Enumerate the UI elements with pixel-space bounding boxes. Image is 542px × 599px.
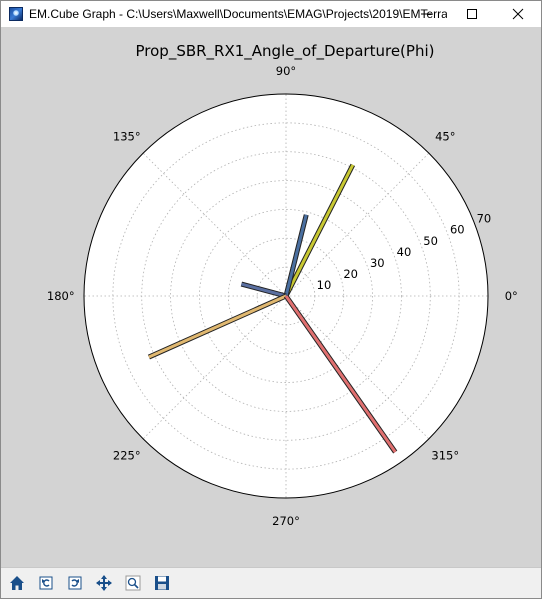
angular-gridline [142, 152, 287, 297]
angle-tick-label: 315° [431, 448, 459, 462]
pan-button[interactable] [93, 572, 115, 594]
radial-tick-label: 70 [477, 212, 492, 226]
forward-icon [68, 576, 82, 590]
angle-tick-label: 90° [276, 64, 296, 78]
save-button[interactable] [151, 572, 173, 594]
radial-tick-label: 10 [317, 278, 332, 292]
angular-gridline [142, 295, 287, 440]
title-bar[interactable]: EM.Cube Graph - C:\Users\Maxwell\Documen… [1, 1, 541, 27]
radial-tick-label: 40 [397, 245, 412, 259]
minimize-icon [421, 13, 431, 15]
radial-gridline [227, 237, 345, 355]
radial-gridline [199, 209, 373, 383]
navigation-toolbar [1, 567, 541, 598]
home-icon [10, 576, 24, 590]
polar-frame [83, 93, 489, 499]
window-title: EM.Cube Graph - C:\Users\Maxwell\Documen… [29, 7, 447, 21]
plot-canvas[interactable]: Prop_SBR_RX1_Angle_of_Departure(Phi) 0° 4… [1, 27, 541, 567]
maximize-button[interactable] [449, 1, 495, 27]
radial-tick-label: 30 [370, 256, 385, 270]
angular-gridline [285, 152, 430, 297]
angle-tick-label: 135° [113, 130, 141, 144]
zoom-button[interactable] [122, 572, 144, 594]
save-icon [155, 576, 169, 590]
radial-tick-label: 60 [450, 223, 465, 237]
pan-icon [96, 575, 112, 591]
back-button[interactable] [35, 572, 57, 594]
ray-line [148, 294, 287, 359]
home-button[interactable] [6, 572, 28, 594]
angle-tick-label: 270° [272, 514, 300, 528]
angle-tick-label: 45° [435, 130, 455, 144]
window-controls [403, 1, 541, 27]
maximize-icon [467, 9, 477, 19]
ray-line [284, 214, 308, 297]
radial-gridline [170, 180, 402, 412]
chart-title: Prop_SBR_RX1_Angle_of_Departure(Phi) [136, 42, 435, 61]
angle-tick-label: 180° [47, 289, 75, 303]
ray-line [241, 282, 287, 298]
ray-line [284, 295, 397, 453]
angular-gridline [285, 295, 430, 440]
polar-chart: Prop_SBR_RX1_Angle_of_Departure(Phi) 0° 4… [47, 42, 518, 528]
forward-button[interactable] [64, 572, 86, 594]
back-icon [39, 576, 53, 590]
zoom-icon [125, 575, 141, 591]
close-button[interactable] [495, 1, 541, 27]
angle-tick-label: 0° [505, 289, 518, 303]
angle-tick-label: 225° [113, 448, 141, 462]
app-logo-icon [9, 7, 23, 21]
radial-tick-label: 50 [423, 234, 438, 248]
minimize-button[interactable] [403, 1, 449, 27]
close-icon [512, 8, 524, 20]
ray-line [284, 164, 355, 297]
radial-tick-label: 20 [343, 267, 358, 281]
